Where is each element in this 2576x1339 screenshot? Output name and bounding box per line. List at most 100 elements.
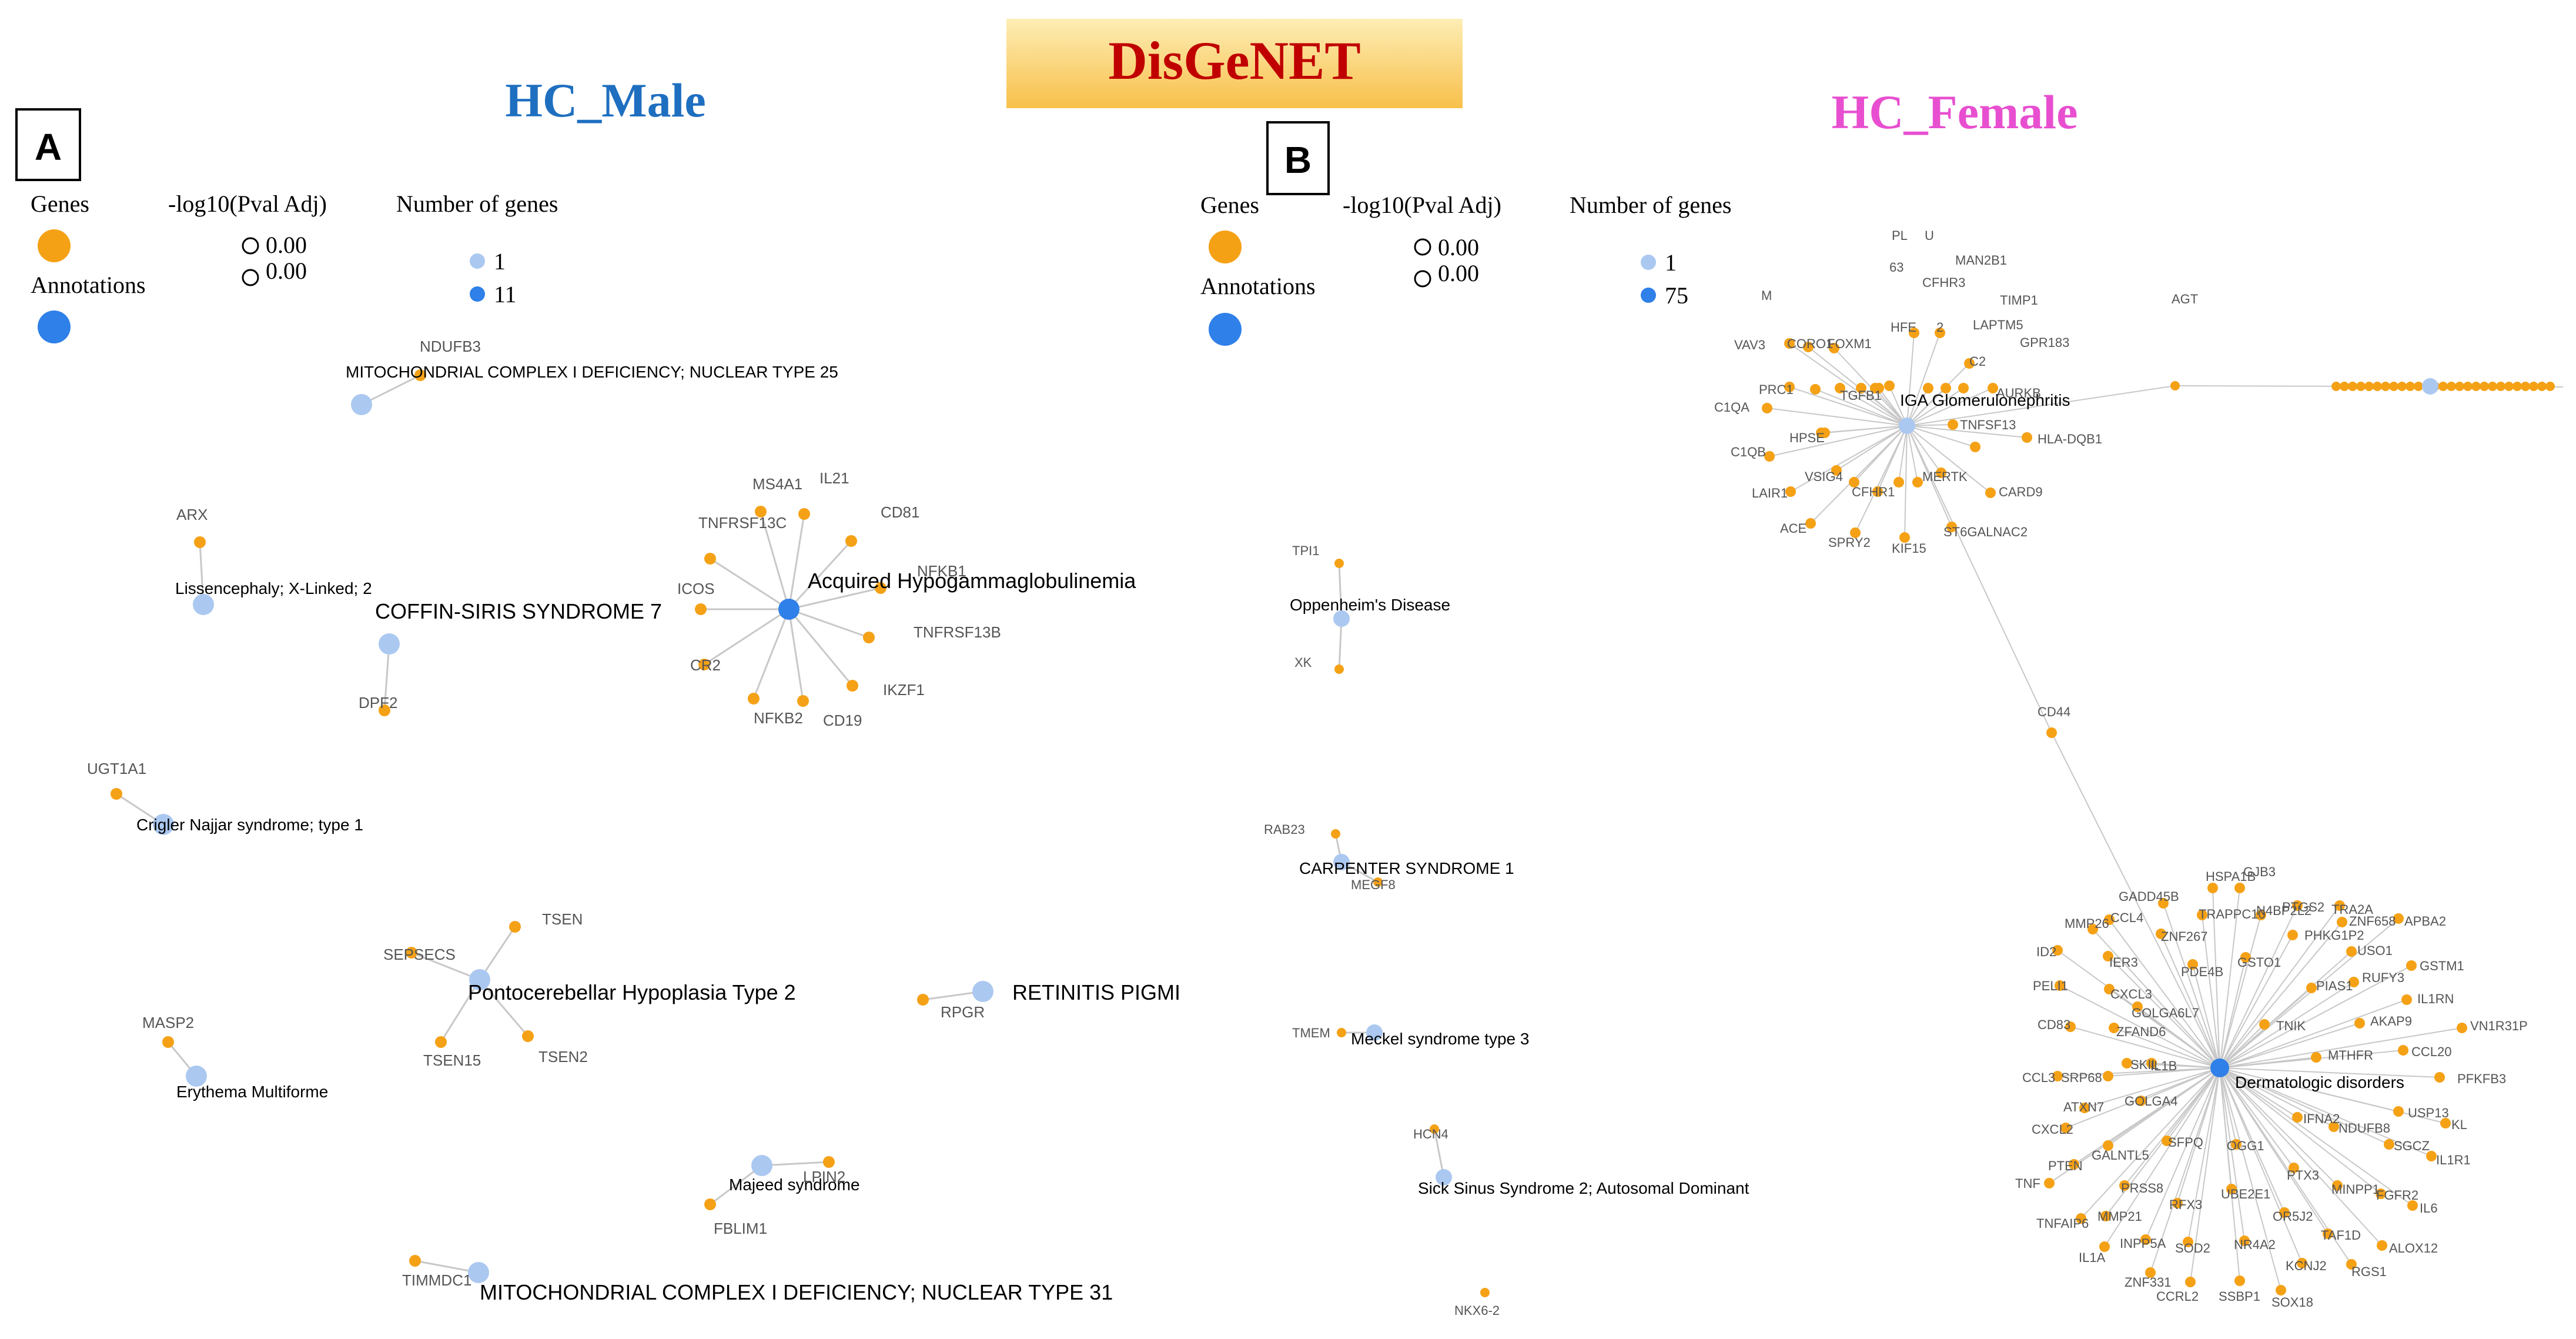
gene-node[interactable] [2364, 382, 2374, 391]
annotation-node[interactable] [351, 394, 372, 415]
gene-node[interactable] [1985, 487, 1996, 498]
gene-node[interactable] [748, 693, 760, 704]
gene-node[interactable] [1337, 1028, 1346, 1037]
gene-node[interactable] [2537, 382, 2547, 391]
gene-node[interactable] [2162, 1136, 2172, 1146]
gene-node[interactable] [863, 632, 875, 643]
annotation-node[interactable] [186, 1066, 207, 1087]
gene-node[interactable] [2455, 382, 2464, 391]
gene-node[interactable] [162, 1036, 174, 1048]
gene-node[interactable] [1893, 477, 1904, 487]
gene-node[interactable] [111, 788, 122, 800]
gene-node[interactable] [2256, 910, 2266, 920]
gene-node[interactable] [2287, 930, 2298, 940]
gene-node[interactable] [2065, 1021, 2076, 1032]
gene-node[interactable] [1884, 380, 1895, 391]
gene-node[interactable] [823, 1156, 835, 1168]
annotation-node[interactable] [751, 1155, 772, 1176]
gene-node[interactable] [2297, 1258, 2307, 1268]
gene-node[interactable] [1946, 522, 1957, 532]
gene-node[interactable] [798, 508, 810, 520]
gene-node[interactable] [1480, 1288, 1490, 1297]
gene-node[interactable] [704, 1198, 716, 1210]
annotation-node[interactable] [469, 969, 490, 990]
gene-node[interactable] [2384, 1139, 2394, 1150]
gene-node[interactable] [406, 947, 417, 959]
gene-node[interactable] [1936, 468, 1946, 478]
gene-node[interactable] [2197, 910, 2207, 920]
gene-node[interactable] [1430, 1124, 1439, 1134]
gene-node[interactable] [2234, 1275, 2245, 1286]
annotation-node[interactable] [1333, 610, 1350, 627]
gene-node[interactable] [2022, 432, 2032, 443]
gene-node[interactable] [2348, 382, 2357, 391]
gene-node[interactable] [2471, 382, 2481, 391]
gene-node[interactable] [2331, 382, 2341, 391]
annotation-node[interactable] [778, 599, 799, 620]
gene-node[interactable] [2109, 1023, 2119, 1033]
gene-node[interactable] [2496, 382, 2505, 391]
gene-node[interactable] [2389, 382, 2398, 391]
gene-node[interactable] [2414, 382, 2423, 391]
annotation-node[interactable] [972, 981, 993, 1002]
annotation-node[interactable] [193, 594, 214, 615]
gene-node[interactable] [1829, 343, 1839, 353]
gene-node[interactable] [1912, 477, 1923, 487]
gene-node[interactable] [2052, 945, 2063, 956]
gene-node[interactable] [1948, 419, 1958, 430]
gene-node[interactable] [875, 582, 886, 594]
annotation-node[interactable] [379, 633, 400, 655]
gene-node[interactable] [2079, 1103, 2090, 1113]
gene-node[interactable] [2398, 1045, 2408, 1056]
gene-node[interactable] [2334, 900, 2345, 911]
annotation-node[interactable] [2210, 1058, 2229, 1077]
gene-node[interactable] [2076, 1213, 2086, 1224]
gene-node[interactable] [2488, 382, 2497, 391]
gene-node[interactable] [1373, 877, 1383, 887]
gene-node[interactable] [2440, 1118, 2451, 1128]
gene-node[interactable] [1831, 465, 1842, 476]
gene-node[interactable] [1835, 383, 1845, 393]
gene-node[interactable] [2170, 381, 2180, 390]
gene-node[interactable] [1334, 665, 1344, 674]
gene-node[interactable] [2185, 1277, 2196, 1287]
gene-node[interactable] [1970, 442, 1980, 452]
gene-node[interactable] [2323, 1228, 2333, 1239]
gene-node[interactable] [2521, 382, 2530, 391]
gene-node[interactable] [2438, 382, 2448, 391]
gene-node[interactable] [2132, 1001, 2143, 1012]
gene-node[interactable] [1872, 486, 1883, 497]
gene-node[interactable] [2434, 1072, 2445, 1083]
annotation-node[interactable] [1366, 1024, 1383, 1041]
gene-node[interactable] [1849, 477, 1859, 487]
gene-node[interactable] [1805, 518, 1816, 529]
gene-node[interactable] [845, 535, 857, 547]
gene-node[interactable] [2397, 382, 2407, 391]
gene-node[interactable] [797, 695, 809, 707]
gene-node[interactable] [2240, 952, 2251, 963]
gene-node[interactable] [2457, 1023, 2467, 1033]
gene-node[interactable] [2354, 1018, 2365, 1029]
gene-node[interactable] [2340, 382, 2349, 391]
annotation-node[interactable] [1899, 418, 1915, 434]
gene-node[interactable] [695, 603, 707, 615]
gene-node[interactable] [1964, 358, 1975, 369]
gene-node[interactable] [1923, 383, 1933, 393]
gene-node[interactable] [2407, 1200, 2418, 1211]
gene-node[interactable] [2504, 382, 2514, 391]
annotation-node[interactable] [1333, 854, 1350, 870]
gene-node[interactable] [2099, 1241, 2110, 1252]
gene-node[interactable] [847, 680, 858, 692]
gene-node[interactable] [2156, 929, 2166, 939]
gene-node[interactable] [2480, 382, 2489, 391]
gene-node[interactable] [1816, 428, 1826, 438]
annotation-node[interactable] [1436, 1169, 1452, 1186]
gene-node[interactable] [509, 921, 521, 933]
gene-node[interactable] [1899, 532, 1910, 543]
annotation-node[interactable] [2422, 378, 2438, 395]
gene-node[interactable] [2406, 960, 2417, 971]
gene-node[interactable] [2447, 382, 2456, 391]
gene-node[interactable] [2239, 1236, 2250, 1246]
gene-node[interactable] [1935, 328, 1945, 338]
gene-node[interactable] [1784, 382, 1795, 392]
